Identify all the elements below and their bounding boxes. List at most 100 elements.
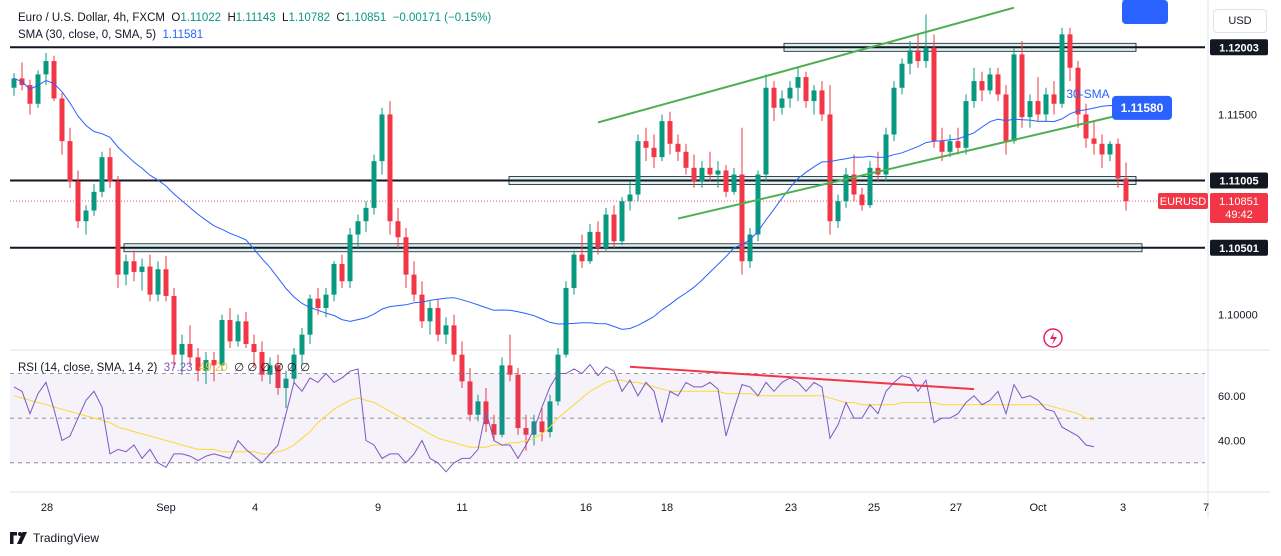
candle-body bbox=[1043, 94, 1049, 115]
candle-body bbox=[1083, 114, 1089, 139]
candle-body bbox=[203, 360, 209, 371]
candle-body bbox=[243, 321, 249, 344]
candle-body bbox=[355, 221, 361, 235]
open-value: 1.11022 bbox=[180, 12, 222, 24]
candle-body bbox=[123, 261, 129, 275]
candle-body bbox=[835, 201, 841, 222]
candle-body bbox=[547, 401, 553, 433]
time-tick-label: 16 bbox=[580, 502, 592, 514]
candle-body bbox=[59, 98, 65, 142]
candle-body bbox=[467, 381, 473, 415]
candle-body bbox=[635, 141, 641, 195]
time-tick-label: 9 bbox=[375, 502, 381, 514]
price-channel bbox=[597, 6, 1135, 220]
rsi-ma-line bbox=[13, 379, 1095, 455]
candle-body bbox=[939, 141, 945, 152]
sma-callout-value: 1.11580 bbox=[1121, 101, 1164, 115]
candle-body bbox=[299, 334, 305, 355]
candle-body bbox=[1115, 143, 1121, 179]
candle-body bbox=[443, 325, 449, 335]
candle-body bbox=[915, 50, 921, 62]
candle-body bbox=[27, 85, 33, 104]
candle-body bbox=[307, 298, 313, 335]
tradingview-logo-icon bbox=[10, 532, 27, 544]
candle-body bbox=[883, 134, 889, 175]
candle-body bbox=[363, 207, 369, 222]
candle-body bbox=[235, 321, 241, 342]
candle-body bbox=[691, 167, 697, 182]
countdown-value: 49:42 bbox=[1225, 209, 1253, 221]
candle-body bbox=[411, 274, 417, 295]
candle-body bbox=[371, 161, 377, 208]
currency-button[interactable]: USD bbox=[1213, 9, 1267, 33]
candle-body bbox=[43, 61, 49, 75]
candle-body bbox=[907, 50, 913, 64]
time-tick-label: 18 bbox=[661, 502, 673, 514]
last-price-value: 1.10851 bbox=[1219, 196, 1259, 208]
brand-name: TradingView bbox=[33, 531, 100, 545]
candle-body bbox=[99, 157, 105, 192]
symbol-legend[interactable]: Euro / U.S. Dollar, 4h, FXCM O1.11022 H1… bbox=[18, 12, 491, 24]
sma-callout-badge bbox=[1112, 95, 1172, 120]
sma-legend[interactable]: SMA (30, close, 0, SMA, 5) 1.11581 bbox=[18, 29, 203, 41]
candle-body bbox=[555, 354, 561, 402]
candle-body bbox=[891, 87, 897, 135]
candle-body bbox=[643, 141, 649, 148]
candle-body bbox=[771, 87, 777, 108]
level-label: 1.11005 bbox=[1219, 176, 1258, 188]
candle-body bbox=[347, 234, 353, 282]
rsi-tick-label: 60.00 bbox=[1218, 391, 1246, 403]
candle-body bbox=[35, 74, 41, 104]
candle-body bbox=[91, 191, 97, 211]
candle-body bbox=[451, 325, 457, 355]
level-badge bbox=[1210, 172, 1268, 189]
candle-body bbox=[1059, 34, 1065, 104]
sma-line-layer bbox=[13, 77, 1127, 330]
symbol-badge bbox=[1158, 193, 1208, 210]
candle-body bbox=[115, 181, 121, 275]
candle-body bbox=[83, 210, 89, 222]
candle-body bbox=[843, 174, 849, 202]
candle-body bbox=[1091, 138, 1097, 144]
rsi-legend-empty-values: ∅ ∅ ∅ ∅ ∅ ∅ bbox=[234, 362, 311, 374]
time-tick-label: 23 bbox=[785, 502, 797, 514]
candle-body bbox=[139, 266, 145, 272]
close-label: C bbox=[336, 12, 345, 24]
close-value: 1.10851 bbox=[344, 12, 387, 24]
candle-body bbox=[867, 167, 873, 206]
channel-upper-line bbox=[597, 6, 1015, 124]
candle-body bbox=[1035, 101, 1041, 115]
rsi-legend[interactable]: RSI (14, close, SMA, 14, 2) 37.23 49.20 … bbox=[18, 360, 310, 374]
time-tick-label: 4 bbox=[252, 502, 258, 514]
level-badge bbox=[1210, 239, 1268, 256]
rsi-callout-label: RSI Value bbox=[1061, 0, 1114, 3]
rsi-legend-value: 37.23 bbox=[163, 362, 193, 374]
price-tick-label: 1.11500 bbox=[1218, 109, 1257, 121]
candle-body bbox=[403, 237, 409, 275]
candle-body bbox=[587, 231, 593, 262]
candle-body bbox=[163, 269, 169, 296]
candle-body bbox=[179, 343, 185, 355]
time-tick-label: 7 bbox=[1203, 502, 1209, 514]
candle-body bbox=[563, 287, 569, 355]
candle-body bbox=[499, 365, 505, 435]
candle-body bbox=[955, 141, 961, 148]
time-tick-label: Oct bbox=[1029, 502, 1046, 514]
candle-body bbox=[475, 401, 481, 415]
candle-body bbox=[715, 170, 721, 175]
rsi-tick-label: 40.00 bbox=[1218, 435, 1246, 447]
level-label: 1.10501 bbox=[1219, 243, 1259, 255]
candle-body bbox=[331, 263, 337, 295]
rsi-legend-label: RSI (14, close, SMA, 14, 2) bbox=[18, 362, 158, 374]
sma-callout-label: 30-SMA bbox=[1066, 87, 1109, 101]
candle-body bbox=[227, 319, 233, 342]
high-value: 1.11143 bbox=[235, 12, 276, 24]
footer[interactable]: TradingView bbox=[10, 531, 99, 545]
rsi-callout-value: 37.25 bbox=[1130, 0, 1160, 3]
candle-body bbox=[787, 87, 793, 99]
candle-body bbox=[251, 343, 257, 353]
candle-body bbox=[67, 141, 73, 182]
candle-body bbox=[51, 61, 57, 99]
